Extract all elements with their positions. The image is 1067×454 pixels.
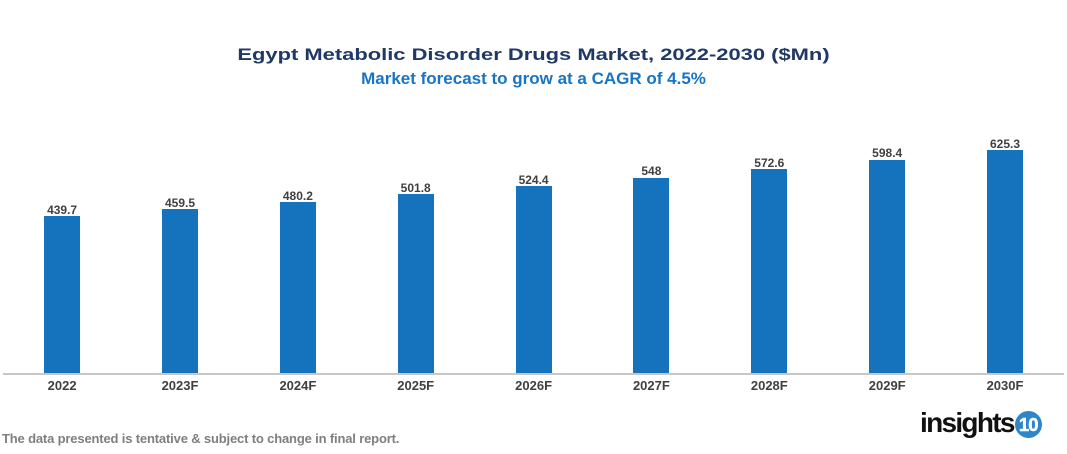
svg-text:10: 10 [1019, 414, 1038, 435]
